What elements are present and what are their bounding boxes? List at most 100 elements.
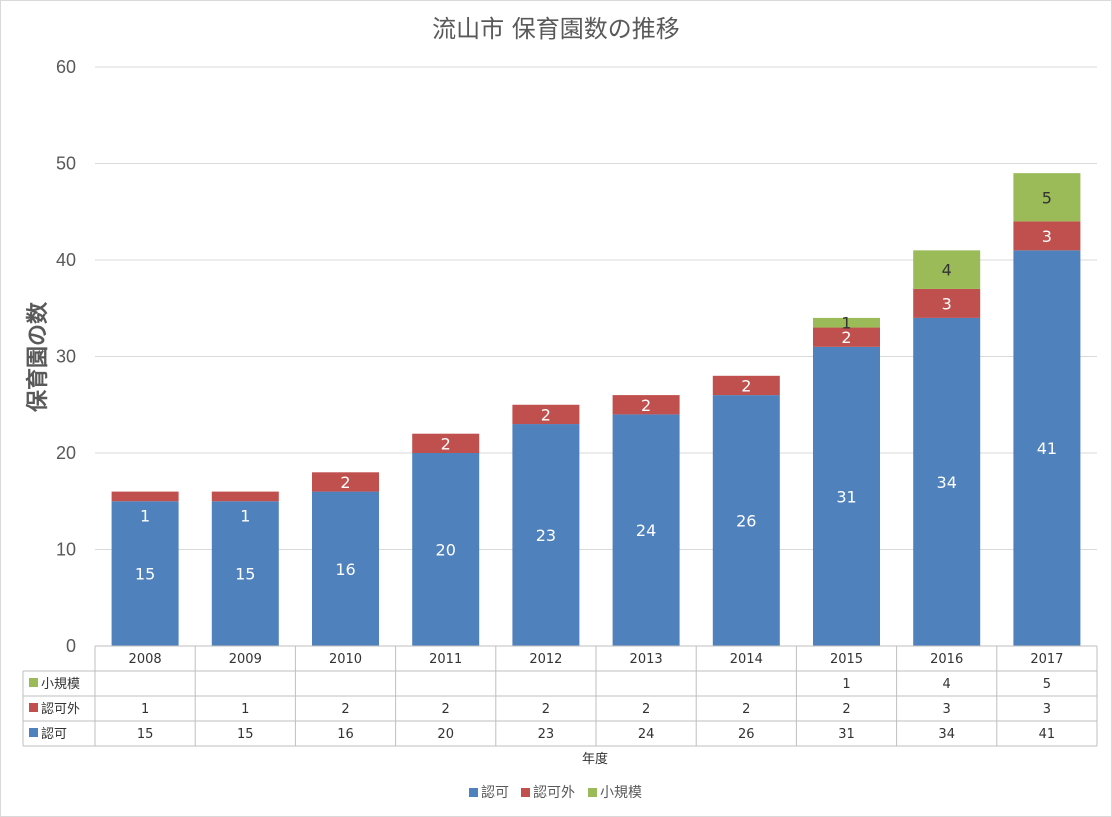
chart-title: 流山市 保育園数の推移: [432, 15, 680, 43]
data-label: 15: [135, 565, 155, 584]
table-cell: 2: [341, 702, 349, 717]
legend-key: [469, 788, 478, 797]
table-row-label: 小規模: [41, 677, 80, 692]
bar-segment: [512, 424, 580, 646]
table-cell: 23: [538, 727, 555, 742]
table-legend-key: [29, 728, 38, 737]
data-label: 2: [641, 396, 651, 415]
x-tick-label: 2008: [129, 652, 162, 667]
data-label: 26: [736, 512, 756, 531]
x-axis-label: 年度: [582, 751, 608, 767]
data-label: 5: [1042, 188, 1052, 207]
table-cell: 2: [642, 702, 650, 717]
x-tick-label: 2012: [529, 652, 562, 667]
table-cell: 1: [241, 702, 249, 717]
data-label: 1: [140, 506, 150, 525]
legend-key: [521, 788, 530, 797]
bar-segment: [913, 250, 981, 289]
table-cell: 5: [1043, 677, 1051, 692]
bar-segment: [1013, 221, 1081, 251]
table-cell: 20: [437, 727, 454, 742]
table-cell: 31: [838, 727, 855, 742]
data-label: 16: [335, 560, 355, 579]
y-tick-label: 30: [56, 347, 76, 367]
bar-segment: [1013, 250, 1081, 646]
table-cell: 16: [337, 727, 354, 742]
table-cell: 3: [1043, 702, 1051, 717]
x-tick-label: 2017: [1030, 652, 1063, 667]
legend-label: 認可: [481, 785, 509, 801]
x-tick-label: 2014: [730, 652, 763, 667]
data-label: 24: [636, 521, 656, 540]
bar-segment: [512, 404, 580, 425]
y-axis-label: 保育園の数: [25, 301, 51, 413]
table-cell: 15: [237, 727, 254, 742]
table-cell: 41: [1039, 727, 1056, 742]
table-cell: 3: [943, 702, 951, 717]
legend-label: 小規模: [600, 785, 642, 801]
data-label: 31: [836, 487, 856, 506]
bar-segment: [111, 491, 179, 502]
table-cell: 24: [638, 727, 655, 742]
table-cell: 15: [137, 727, 154, 742]
bar-segment: [913, 288, 981, 318]
bar-segment: [312, 472, 379, 492]
table-cell: 4: [943, 677, 951, 692]
table-legend-key: [29, 678, 38, 687]
bar-segment: [712, 395, 780, 646]
y-tick-label: 10: [56, 540, 76, 560]
y-tick-label: 0: [66, 636, 76, 656]
table-row-label: 認可: [41, 726, 67, 742]
bar-segment: [412, 453, 480, 646]
y-tick-label: 60: [56, 57, 76, 77]
data-label: 15: [235, 565, 255, 584]
table-cell: 1: [141, 702, 149, 717]
data-label: 2: [741, 376, 751, 395]
table-cell: 2: [442, 702, 450, 717]
bar-segment: [913, 317, 981, 646]
x-tick-label: 2016: [930, 652, 963, 667]
data-label: 34: [937, 473, 957, 492]
table-cell: 26: [738, 727, 755, 742]
bar-segment: [612, 395, 680, 415]
bar-segment: [813, 346, 880, 646]
bar-segment: [111, 501, 179, 646]
data-label: 2: [340, 473, 350, 492]
y-tick-label: 20: [56, 443, 76, 463]
bar-segment: [312, 491, 379, 646]
table-cell: 2: [542, 702, 550, 717]
table-cell: 2: [842, 702, 850, 717]
data-label: 1: [841, 314, 851, 333]
bar-segment: [612, 414, 680, 646]
bar-segment: [813, 317, 880, 328]
bar-segment: [412, 433, 480, 453]
data-table: 2008 2009 2010 2011 2012 2013 2014 2015 2016 2017…: [22, 645, 1098, 747]
table-legend-key: [29, 703, 38, 712]
data-label: 41: [1037, 439, 1057, 458]
data-label: 3: [942, 294, 952, 313]
y-tick-label: 50: [56, 154, 76, 174]
table-cell: 34: [938, 727, 955, 742]
legend-key: [588, 788, 597, 797]
y-tick-label: 40: [56, 250, 76, 270]
x-tick-label: 2010: [329, 652, 362, 667]
bar-segment: [1013, 173, 1081, 222]
bar-segment: [211, 491, 279, 502]
data-label: 2: [841, 328, 851, 347]
bar-segment: [712, 375, 780, 396]
data-label: 2: [441, 434, 451, 453]
x-tick-label: 2015: [830, 652, 863, 667]
table-row-label: 認可外: [41, 701, 80, 717]
legend: 認可 認可外 小規模: [469, 785, 642, 801]
bar-segment: [813, 327, 880, 347]
x-tick-label: 2011: [429, 652, 462, 667]
x-tick-label: 2013: [630, 652, 663, 667]
legend-label: 認可外: [533, 785, 575, 801]
table-cell: 2: [742, 702, 750, 717]
data-label: 1: [240, 506, 250, 525]
table-cell: 1: [842, 677, 850, 692]
bar-segment: [211, 501, 279, 646]
